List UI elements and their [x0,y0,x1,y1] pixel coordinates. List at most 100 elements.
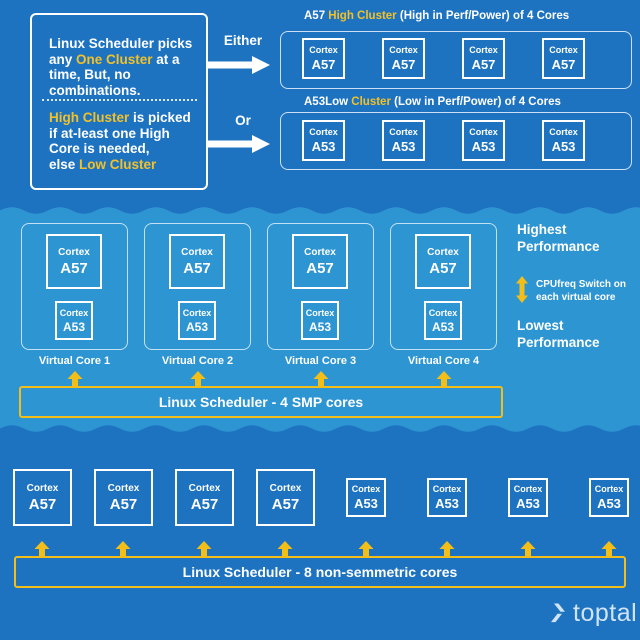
core-brand-label: Cortex [305,307,335,318]
note-highlight-one-cluster: One Cluster [76,51,153,67]
core-brand-label: Cortex [389,127,418,137]
core-brand-label: Cortex [269,482,302,494]
core-model-label: A53 [62,319,85,334]
low-cluster-frame [280,112,632,170]
core-brand-label: Cortex [107,482,140,494]
virtual-core-label: Virtual Core 4 [407,355,480,367]
core-brand-label: Cortex [58,246,90,258]
core-box-a53: Cortex A53 [427,478,467,517]
toptal-logo-icon [551,603,565,623]
bottom-section-background [0,435,640,640]
title-text: A53Low [304,96,352,108]
core-box-a57: Cortex A57 [292,234,348,289]
core-brand-label: Cortex [26,482,59,494]
core-brand-label: Cortex [432,484,462,494]
core-model-label: A57 [391,57,416,72]
core-box-a57: Cortex A57 [13,469,72,526]
scheduler-note-box: Linux Scheduler picks any One Cluster at… [30,13,208,190]
title-highlight: High Cluster [328,10,397,22]
core-box-a53: Cortex A53 [55,301,93,340]
core-model-label: A57 [109,495,138,513]
core-model-label: A57 [190,495,219,513]
asymmetric-scheduler-box: Linux Scheduler - 8 non-semmetric cores [14,556,626,588]
core-model-label: A53 [354,496,378,511]
core-box-a57: Cortex A57 [169,234,225,289]
core-model-label: A57 [183,259,211,277]
core-brand-label: Cortex [182,307,212,318]
core-model-label: A57 [429,259,457,277]
core-model-label: A53 [471,139,496,154]
highest-performance-label: Highest Performance [517,222,600,254]
core-box-a57: Cortex A57 [46,234,102,289]
note-highlight-low-cluster: Low Cluster [79,156,157,172]
core-model-label: A53 [551,139,576,154]
core-model-label: A57 [60,259,88,277]
up-arrow-icon [601,541,617,556]
up-arrow-icon [313,371,329,386]
core-model-label: A53 [311,139,336,154]
core-model-label: A57 [311,57,336,72]
core-brand-label: Cortex [309,127,338,137]
core-model-label: A57 [271,495,300,513]
title-text: (Low in Perf/Power) of 4 Cores [390,96,561,108]
up-arrow-icon [196,541,212,556]
core-brand-label: Cortex [594,484,624,494]
core-model-label: A57 [28,495,57,513]
core-box-a53: Cortex A53 [178,301,216,340]
core-model-label: A53 [431,319,454,334]
core-box-a57: Cortex A57 [415,234,471,289]
scheduler-note-paragraph-2: High Cluster is picked if at-least one H… [49,110,204,172]
note-highlight-high-cluster: High Cluster [49,110,130,125]
core-box-a53: Cortex A53 [508,478,548,517]
virtual-core-frame: Cortex A57 Cortex A53 [390,223,497,350]
core-brand-label: Cortex [309,45,338,55]
core-box-a57: Cortex A57 [175,469,234,526]
up-arrow-icon [115,541,131,556]
core-box-a57: Cortex A57 [256,469,315,526]
core-box-a53: Cortex A53 [302,120,345,161]
or-arrow-icon [208,135,270,153]
dotted-divider [42,99,197,101]
up-arrow-icon [190,371,206,386]
core-brand-label: Cortex [549,45,578,55]
core-brand-label: Cortex [389,45,418,55]
core-brand-label: Cortex [304,246,336,258]
core-box-a53: Cortex A53 [301,301,339,340]
top-section-background [0,0,640,204]
core-box-a53: Cortex A53 [589,478,629,517]
core-box-a57: Cortex A57 [462,38,505,79]
core-model-label: A53 [308,319,331,334]
core-brand-label: Cortex [181,246,213,258]
core-box-a53: Cortex A53 [462,120,505,161]
core-brand-label: Cortex [351,484,381,494]
virtual-core-label: Virtual Core 1 [38,355,111,367]
core-brand-label: Cortex [469,45,498,55]
title-text: A57 [304,10,329,22]
up-arrow-icon [34,541,50,556]
core-brand-label: Cortex [59,307,89,318]
high-cluster-frame [280,31,632,89]
core-brand-label: Cortex [188,482,221,494]
high-cluster-title: A57 High Cluster (High in Perf/Power) of… [304,10,569,22]
up-arrow-icon [520,541,536,556]
virtual-core-label: Virtual Core 2 [161,355,234,367]
core-brand-label: Cortex [469,127,498,137]
scheduler-note-paragraph-1: Linux Scheduler picks any One Cluster at… [49,36,204,98]
core-model-label: A53 [516,496,540,511]
core-box-a53: Cortex A53 [424,301,462,340]
core-box-a57: Cortex A57 [542,38,585,79]
wave-divider-bottom [0,422,640,435]
core-model-label: A57 [551,57,576,72]
up-arrow-icon [439,541,455,556]
smp-scheduler-label: Linux Scheduler - 4 SMP cores [158,394,364,410]
virtual-core-frame: Cortex A57 Cortex A53 [21,223,128,350]
or-label: Or [235,113,251,128]
either-arrow-icon [208,56,270,74]
core-box-a53: Cortex A53 [346,478,386,517]
wave-divider-top [0,204,640,217]
virtual-core-frame: Cortex A57 Cortex A53 [144,223,251,350]
core-box-a57: Cortex A57 [382,38,425,79]
up-arrow-icon [436,371,452,386]
note-text: Linux Scheduler picks any [49,36,193,67]
